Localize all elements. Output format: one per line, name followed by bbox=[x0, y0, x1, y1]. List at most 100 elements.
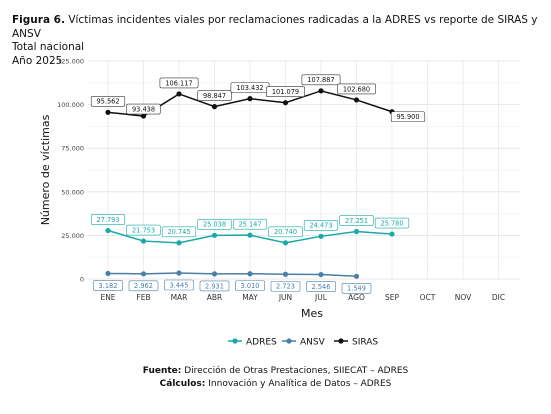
legend-item-adres: ADRES bbox=[228, 338, 277, 348]
x-tick-label: SEP bbox=[385, 293, 399, 302]
data-point-adres bbox=[140, 238, 147, 244]
data-label-text: 98.847 bbox=[203, 92, 226, 100]
data-label-text: 2.723 bbox=[276, 283, 295, 291]
data-label: 2.546 bbox=[306, 281, 336, 292]
data-point-siras bbox=[282, 100, 289, 106]
x-tick-label: JUL bbox=[314, 293, 328, 302]
legend-label: ANSV bbox=[300, 338, 326, 348]
data-point-siras bbox=[105, 109, 111, 115]
series-line-ansv bbox=[107, 272, 357, 278]
data-label-text: 24.473 bbox=[309, 222, 332, 230]
data-label-text: 27.251 bbox=[345, 217, 368, 225]
data-label-text: 3.445 bbox=[170, 281, 189, 289]
data-label-text: 95.900 bbox=[396, 113, 419, 121]
data-label-text: 1.549 bbox=[347, 285, 366, 293]
data-label-text: 3.182 bbox=[99, 282, 118, 290]
data-label-box bbox=[301, 74, 341, 86]
data-point-adres bbox=[211, 232, 218, 238]
data-label: 24.473 bbox=[303, 220, 339, 231]
data-label: 2.723 bbox=[270, 280, 301, 292]
data-label-box bbox=[197, 90, 232, 101]
data-label: 27.793 bbox=[90, 214, 126, 225]
y-tick-label: 50.000 bbox=[61, 188, 84, 196]
data-label: 3.182 bbox=[93, 280, 123, 291]
y-axis-title: Número de víctimas bbox=[39, 114, 52, 225]
data-label-box bbox=[93, 280, 123, 291]
data-label: 3.445 bbox=[164, 279, 194, 291]
data-point-ansv bbox=[176, 270, 182, 276]
data-label: 102.680 bbox=[337, 83, 376, 95]
data-label-text: 3.010 bbox=[241, 282, 260, 290]
data-label: 103.432 bbox=[230, 82, 270, 93]
calc-label: Cálculos: bbox=[159, 379, 206, 389]
data-point-siras bbox=[353, 97, 360, 103]
data-label-box bbox=[232, 218, 268, 230]
data-label-box bbox=[197, 219, 232, 230]
data-point-ansv bbox=[353, 273, 360, 279]
x-tick-label: OCT bbox=[420, 293, 436, 302]
figure-label: Figura 6. bbox=[12, 14, 65, 26]
footer-source: Fuente: Dirección de Otras Prestaciones,… bbox=[0, 365, 551, 377]
figure-subtitle-2: Año 2025 bbox=[12, 54, 63, 67]
data-label: 2.931 bbox=[199, 280, 230, 292]
data-label-box bbox=[161, 226, 197, 238]
x-tick-label: MAR bbox=[171, 293, 188, 302]
x-tick-label: MAY bbox=[242, 293, 258, 302]
data-label: 25.038 bbox=[197, 219, 232, 230]
legend-key-point bbox=[338, 338, 344, 344]
data-point-ansv bbox=[140, 271, 147, 277]
data-point-siras bbox=[211, 104, 218, 110]
data-point-ansv bbox=[282, 271, 289, 277]
data-label-box bbox=[306, 281, 336, 292]
y-tick-label: 75.000 bbox=[61, 145, 84, 153]
data-label-text: 21.753 bbox=[132, 226, 155, 234]
data-label: 3.010 bbox=[235, 280, 265, 292]
legend-label: SIRAS bbox=[352, 338, 378, 348]
data-point-adres bbox=[176, 240, 182, 246]
footer-calc: Cálculos: Innovación y Analítica de Dato… bbox=[0, 378, 551, 390]
data-label-text: 20.745 bbox=[167, 228, 190, 236]
data-point-ansv bbox=[318, 271, 324, 278]
data-label: 95.900 bbox=[390, 111, 426, 123]
data-label: 106.117 bbox=[159, 77, 199, 89]
legend-key-point bbox=[232, 338, 238, 344]
data-label-text: 2.962 bbox=[134, 282, 153, 290]
data-point-siras bbox=[140, 113, 147, 119]
x-tick-label: JUN bbox=[278, 293, 292, 302]
data-label: 1.549 bbox=[341, 282, 372, 294]
data-label-box bbox=[90, 214, 126, 225]
data-label-box bbox=[159, 77, 199, 89]
data-label-text: 20.740 bbox=[274, 228, 297, 236]
data-point-siras bbox=[247, 96, 253, 102]
data-point-siras bbox=[176, 91, 182, 97]
data-point-ansv bbox=[105, 270, 111, 277]
data-label-box bbox=[266, 86, 305, 98]
data-point-adres bbox=[389, 231, 395, 237]
x-tick-label: ENE bbox=[100, 293, 115, 302]
data-label-box bbox=[164, 279, 194, 291]
y-tick-label: 100.000 bbox=[57, 101, 84, 109]
data-label-box bbox=[268, 226, 303, 238]
data-label-box bbox=[390, 111, 426, 123]
data-label-text: 25.147 bbox=[238, 221, 261, 229]
data-label: 101.079 bbox=[266, 86, 305, 98]
calc-text: Innovación y Analítica de Datos – ADRES bbox=[208, 379, 392, 389]
data-label-text: 102.680 bbox=[343, 85, 370, 93]
data-point-siras bbox=[318, 88, 324, 94]
data-label-text: 2.931 bbox=[205, 282, 224, 290]
figure-subtitle-1: Total nacional bbox=[12, 41, 85, 53]
data-label-box bbox=[303, 220, 339, 231]
x-tick-label: AGO bbox=[348, 293, 365, 302]
data-point-ansv bbox=[247, 271, 253, 277]
data-label-text: 27.793 bbox=[96, 216, 119, 224]
data-label: 2.962 bbox=[128, 280, 159, 292]
x-tick-label: FEB bbox=[136, 293, 150, 302]
data-label-text: 25.038 bbox=[203, 221, 226, 229]
data-label-box bbox=[235, 280, 265, 292]
data-label-box bbox=[128, 280, 159, 292]
data-label: 107.887 bbox=[301, 74, 341, 86]
data-label: 20.745 bbox=[161, 226, 197, 238]
data-label-box bbox=[339, 215, 374, 226]
x-axis-title: Mes bbox=[301, 307, 323, 320]
